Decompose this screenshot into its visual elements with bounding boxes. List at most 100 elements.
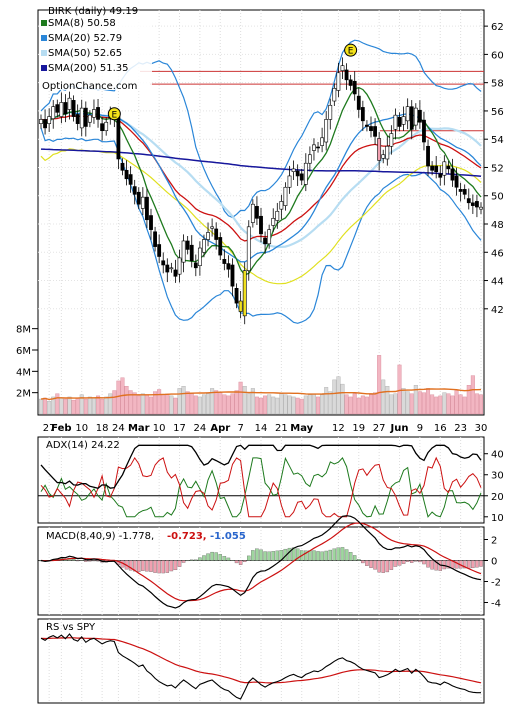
sma200-line [40,148,482,177]
macd-histogram-bar [328,549,333,561]
macd-histogram-bar [462,560,467,569]
macd-histogram-bar [454,560,459,569]
candle-body [157,244,162,257]
macd-histogram-bar [275,550,280,561]
volume-bar [393,393,398,415]
candle-body [279,201,284,210]
candle-body [446,165,451,170]
legend-entry: SMA(50) 52.65 [48,48,122,59]
macd-histogram-bar [149,560,153,572]
di-minus-line [40,456,482,518]
volume-bar [108,393,113,415]
candle-body [161,260,166,266]
candle-body [422,119,426,143]
volume-bar [291,396,296,415]
macd-histogram-bar [467,560,471,569]
volume-bar [267,394,272,415]
macd-histogram-bar [471,560,475,569]
candle-body [430,165,435,171]
macd-histogram-bar [157,560,161,574]
macd-histogram-bar [393,560,398,567]
macd-histogram-bar [373,560,377,570]
candle-body [381,154,386,159]
volume-tick-label: 2M [16,389,31,400]
candle-body [153,231,157,247]
volume-bar [320,394,325,415]
volume-bar [181,386,186,415]
volume-bar [316,396,321,415]
candle-body [96,107,100,120]
macd-histogram-bar [365,560,369,566]
candle-body [246,226,251,271]
candle-body [348,79,353,86]
candle-body [210,226,215,229]
volume-bar [328,391,333,415]
volume-bar [303,395,308,415]
candle-body [173,269,178,277]
volume-bar [405,391,410,415]
macd-signal-value: -0.723, [167,531,207,542]
macd-histogram-bar [165,560,170,573]
x-tick-label: 27 [373,423,386,434]
macd-signal-line [40,522,482,602]
volume-tick-label: 4M [16,367,31,378]
volume-bar [275,397,280,415]
candle-body [389,133,394,147]
volume-bar [169,395,174,415]
candle-body [458,189,463,192]
candle-body [193,262,198,269]
candle-body [234,288,239,304]
macd-histogram-bar [181,560,186,563]
volume-bar [340,383,345,415]
candle-body [438,173,443,178]
candle-body [413,107,418,126]
volume-bar [344,394,349,415]
bollinger-lower-line [40,127,482,324]
macd-histogram-bar [88,560,92,562]
volume-bar [238,381,243,415]
price-tick-label: 60 [491,50,504,61]
volume-bar [271,396,276,415]
candle-body [145,196,149,221]
macd-histogram-bar [214,552,218,561]
macd-histogram-bar [324,550,328,561]
volume-bar [226,395,231,415]
candle-body [340,65,345,71]
rs-average-line [40,637,482,684]
volume-bar [421,392,426,415]
x-tick-label: Feb [51,423,71,434]
x-tick-label: May [290,423,313,434]
x-tick-label: 21 [275,423,288,434]
candle-body [336,72,341,91]
candle-body [67,97,72,110]
candle-body [92,109,96,118]
x-tick-label: Jun [390,423,409,434]
volume-bar [165,393,170,415]
volume-bar [210,388,215,415]
macd-histogram-bar [308,550,312,561]
candle-body [271,218,276,226]
volume-bar [144,394,149,415]
candle-body [328,104,333,120]
macd-tick-label: 2 [491,536,497,547]
candle-body [283,186,288,206]
volume-bar [295,397,300,415]
macd-histogram-bar [389,560,394,570]
candle-body [450,168,455,181]
volume-bar [458,394,463,415]
volume-bar [242,386,247,415]
macd-histogram-bar [320,551,324,561]
volume-bar [71,399,76,415]
volume-bar [369,394,374,415]
volume-bar [426,388,431,415]
price-tick-label: 48 [491,220,504,231]
macd-histogram-bar [401,560,406,564]
candle-body [275,210,280,221]
candle-body [128,174,133,185]
candle-body [202,239,206,253]
adx-tick-label: 10 [491,513,504,524]
macd-histogram-bar [332,548,337,561]
macd-histogram-bar [352,555,357,561]
adx-tick-label: 30 [491,471,504,482]
x-tick-label: 10 [153,423,166,434]
